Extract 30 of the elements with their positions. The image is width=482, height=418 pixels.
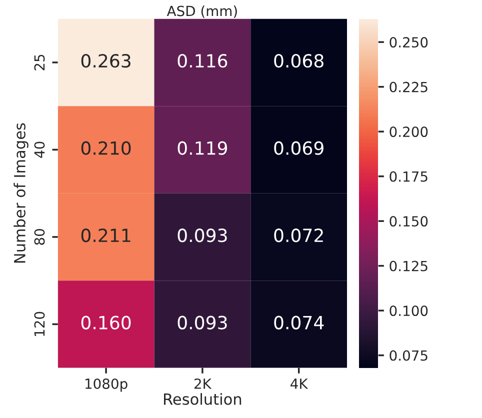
- data-label: 0.074: [274, 316, 324, 330]
- y-tick-label: 80: [34, 229, 45, 245]
- data-label: 0.072: [274, 228, 323, 242]
- y-tick-label: 40: [34, 142, 45, 158]
- y-tick-label: 25: [34, 54, 45, 70]
- data-label: 0.160: [81, 316, 131, 330]
- text: 0.200: [390, 126, 428, 138]
- data-label: 0.119: [178, 141, 228, 155]
- data-label: 0.263: [81, 54, 130, 68]
- x-tick-label: 2K: [194, 378, 212, 389]
- x-tick-label: 1080p: [85, 378, 128, 392]
- data-label: 0.093: [178, 228, 227, 242]
- text: 0.150: [390, 216, 428, 227]
- x-tick-label: 4K: [290, 378, 308, 389]
- data-label: 0.068: [274, 54, 324, 68]
- data-label: 0.211: [81, 228, 130, 242]
- text: 0.250: [390, 37, 428, 48]
- text: 0.100: [390, 306, 428, 316]
- text: 0.075: [390, 350, 428, 361]
- y-tick-label: 120: [34, 312, 45, 336]
- chart-title: ASD (mm): [166, 5, 237, 18]
- x-axis-title: Resolution: [164, 393, 242, 405]
- data-label: 0.116: [178, 54, 228, 68]
- data-label: 0.069: [274, 141, 324, 155]
- data-label: 0.093: [178, 316, 227, 330]
- data-label: 0.210: [81, 141, 131, 155]
- text: 0.125: [390, 260, 428, 272]
- y-axis-title: Number of Images: [14, 123, 28, 263]
- text: 0.175: [390, 171, 428, 182]
- text: 0.225: [390, 82, 428, 92]
